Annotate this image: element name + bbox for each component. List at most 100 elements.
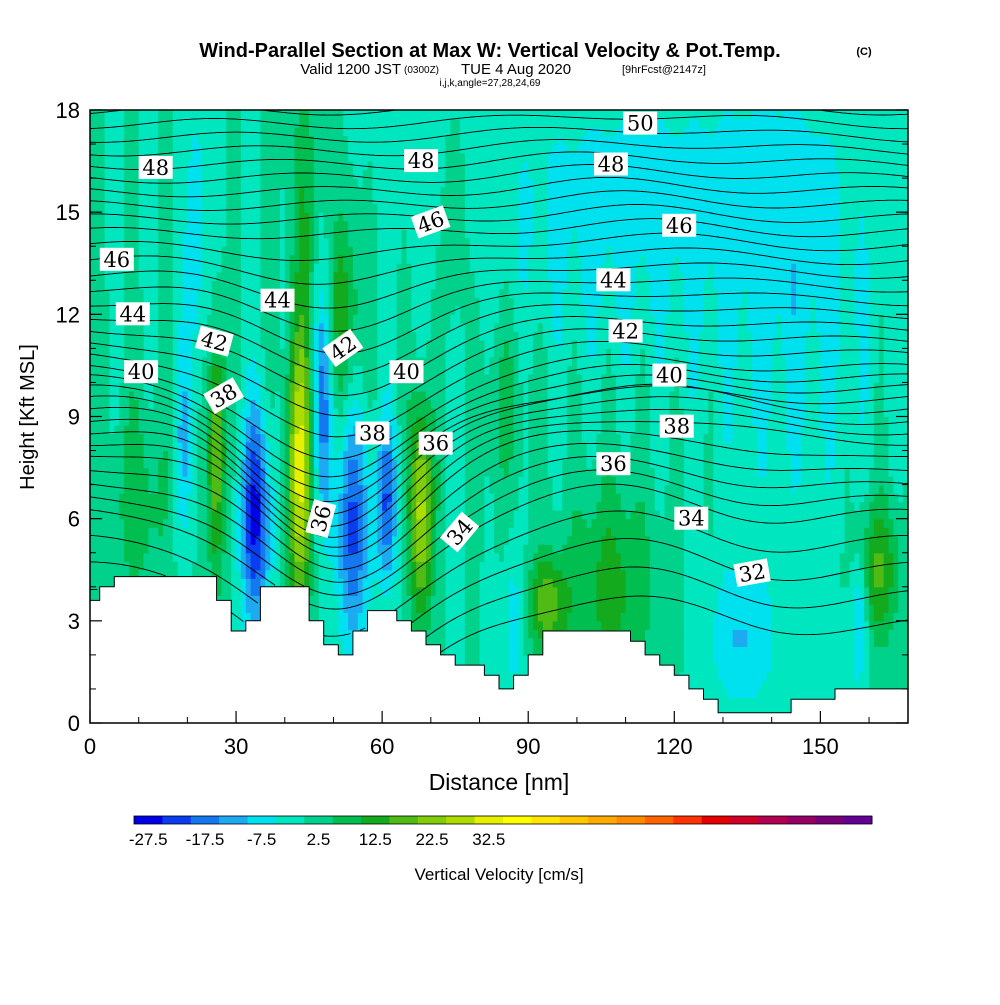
velocity-cell xyxy=(304,578,310,588)
velocity-cell xyxy=(221,510,227,520)
velocity-cell xyxy=(425,612,432,622)
velocity-cell xyxy=(124,390,130,401)
velocity-cell xyxy=(167,339,174,349)
velocity-cell xyxy=(94,297,101,307)
velocity-cell xyxy=(352,118,359,128)
velocity-cell xyxy=(158,314,164,324)
velocity-cell xyxy=(406,297,412,307)
velocity-cell xyxy=(90,433,96,443)
velocity-cell xyxy=(304,118,310,128)
velocity-cell xyxy=(313,356,320,367)
velocity-cell xyxy=(138,254,145,264)
velocity-cell xyxy=(377,118,383,128)
velocity-cell xyxy=(279,425,286,435)
velocity-cell xyxy=(221,518,227,528)
velocity-cell xyxy=(240,442,247,452)
velocity-cell xyxy=(362,305,369,315)
velocity-cell xyxy=(138,348,145,358)
velocity-cell xyxy=(187,484,193,494)
velocity-cell xyxy=(177,416,184,426)
velocity-cell xyxy=(133,110,140,120)
velocity-cell xyxy=(313,493,320,503)
velocity-cell xyxy=(299,161,305,171)
velocity-cell xyxy=(211,195,218,205)
velocity-cell xyxy=(182,254,188,264)
velocity-cell xyxy=(148,297,154,307)
velocity-cell xyxy=(226,433,232,443)
velocity-cell xyxy=(406,416,412,426)
velocity-cell xyxy=(109,527,115,537)
velocity-cell xyxy=(387,382,393,392)
velocity-cell xyxy=(348,152,354,162)
velocity-cell xyxy=(313,450,320,460)
velocity-cell xyxy=(177,135,184,145)
velocity-cell xyxy=(167,144,174,154)
velocity-cell xyxy=(275,314,281,324)
velocity-cell xyxy=(128,195,135,205)
velocity-cell xyxy=(94,450,101,460)
velocity-cell xyxy=(143,527,150,537)
velocity-cell xyxy=(99,501,106,511)
velocity-cell xyxy=(284,527,291,537)
velocity-cell xyxy=(167,373,174,384)
velocity-cell xyxy=(143,399,150,409)
velocity-cell xyxy=(197,144,203,154)
velocity-cell xyxy=(114,152,120,162)
velocity-cell xyxy=(352,382,359,392)
velocity-cell xyxy=(153,229,159,239)
velocity-cell xyxy=(187,212,193,222)
velocity-cell xyxy=(377,459,383,469)
velocity-cell xyxy=(318,373,325,384)
velocity-cell xyxy=(182,135,188,145)
velocity-cell xyxy=(309,569,315,579)
velocity-cell xyxy=(284,544,291,554)
velocity-cell xyxy=(90,220,96,230)
velocity-cell xyxy=(382,442,388,452)
velocity-cell xyxy=(377,390,383,401)
velocity-cell xyxy=(192,569,198,579)
velocity-cell xyxy=(201,348,208,358)
velocity-cell xyxy=(109,195,115,205)
velocity-cell xyxy=(104,365,111,375)
velocity-cell xyxy=(153,535,159,545)
velocity-cell xyxy=(128,552,135,562)
velocity-cell xyxy=(352,186,359,196)
velocity-cell xyxy=(182,331,188,341)
velocity-cell xyxy=(304,510,310,520)
velocity-cell xyxy=(367,186,374,196)
velocity-cell xyxy=(167,442,174,452)
velocity-cell xyxy=(289,331,296,341)
velocity-cell xyxy=(216,442,223,452)
velocity-cell xyxy=(401,527,408,537)
velocity-cell xyxy=(201,305,208,315)
velocity-cell xyxy=(357,322,364,332)
velocity-cell xyxy=(221,535,227,545)
velocity-cell xyxy=(313,178,320,188)
velocity-cell xyxy=(387,195,393,205)
velocity-cell xyxy=(231,203,237,213)
velocity-cell xyxy=(187,271,193,281)
velocity-cell xyxy=(163,229,169,239)
velocity-cell xyxy=(211,476,218,486)
velocity-cell xyxy=(104,518,111,528)
velocity-cell xyxy=(362,612,369,622)
velocity-cell xyxy=(226,467,232,477)
velocity-cell xyxy=(309,467,315,477)
velocity-cell xyxy=(367,220,374,230)
velocity-cell xyxy=(192,459,198,469)
velocity-cell xyxy=(104,135,111,145)
velocity-cell xyxy=(313,535,320,545)
velocity-cell xyxy=(294,280,300,290)
velocity-cell xyxy=(94,595,101,605)
velocity-cell xyxy=(163,493,169,503)
velocity-cell xyxy=(343,271,349,281)
velocity-cell xyxy=(304,254,310,264)
velocity-cell xyxy=(421,237,427,247)
velocity-cell xyxy=(406,493,412,503)
velocity-cell xyxy=(163,535,169,545)
velocity-cell xyxy=(133,246,140,256)
velocity-cell xyxy=(265,178,271,188)
velocity-cell xyxy=(406,407,412,418)
velocity-cell xyxy=(211,527,218,537)
velocity-cell xyxy=(177,186,184,196)
